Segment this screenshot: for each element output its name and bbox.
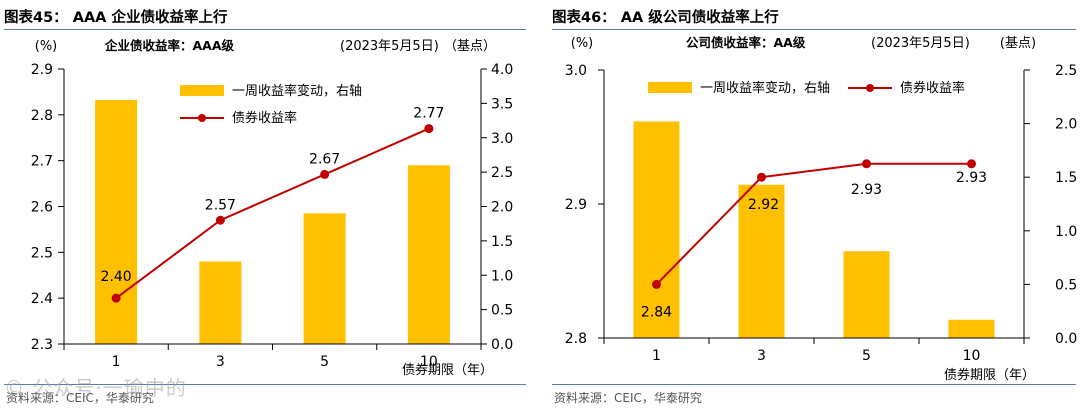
yield-point-10: [967, 159, 976, 169]
legend-bar-label: 一周收益率变动，右轴: [232, 83, 362, 99]
yield-data-label: 2.40: [101, 269, 132, 285]
left-tick-label: 2.9: [565, 197, 587, 213]
panel-title: 图表46： AA 级公司债收益率上行: [552, 10, 779, 26]
left-tick-label: 2.3: [31, 337, 53, 353]
legend-line-label: 债券收益率: [232, 110, 297, 126]
right-axis-unit: （基点）: [444, 39, 496, 54]
source-note: 资料来源：CEIC，华泰研究: [554, 391, 702, 405]
yield-line: [655, 162, 972, 286]
left-tick-label: 2.8: [31, 108, 53, 124]
bar-5: [303, 213, 346, 344]
chart-date: (2023年5月5日): [340, 39, 439, 54]
source-rule: [552, 384, 1076, 385]
right-tick-label: 0.5: [491, 303, 513, 319]
right-tick-label: 1.0: [1055, 224, 1077, 240]
legend-bar-swatch: [180, 85, 224, 96]
bar-1: [633, 121, 680, 339]
right-tick-label: 4.0: [491, 62, 513, 78]
chart-svg: (%) 公司债收益率：AA级 (2023年5月5日) (基点) 2.8 2.9 3.0 0.0…: [565, 35, 1078, 383]
yield-point-1: [111, 293, 121, 303]
chart-date: (2023年5月5日): [871, 36, 970, 51]
left-tick-label: 3.0: [565, 63, 587, 79]
chart-title: 企业债收益率：AAA级: [104, 38, 235, 53]
right-tick-label: 2.5: [1055, 63, 1077, 79]
legend-line-marker: [866, 84, 874, 92]
title-rule: [552, 29, 1076, 30]
x-tick-label-3: 3: [216, 354, 225, 370]
x-axis-title: 债券期限（年）: [402, 362, 493, 378]
bar-3: [738, 184, 785, 338]
yield-point-5: [320, 169, 330, 179]
left-tick-label: 2.7: [31, 154, 53, 170]
right-tick-label: 1.0: [491, 268, 513, 284]
source-note: 资料来源：CEIC，华泰研究: [6, 391, 154, 405]
x-tick-label-10: 10: [963, 348, 981, 364]
left-tick-label: 2.6: [31, 200, 53, 216]
right-axis-unit: (基点): [1000, 36, 1036, 51]
yield-point-1: [652, 279, 661, 289]
bar-5: [843, 251, 890, 338]
yield-data-label: 2.93: [956, 170, 987, 186]
title-rule: [4, 29, 526, 30]
right-tick-label: 0.5: [1055, 277, 1077, 293]
yield-data-label: 2.67: [309, 151, 340, 167]
x-tick-label-1: 1: [112, 354, 121, 370]
yield-data-label: 2.92: [748, 197, 779, 213]
right-tick-label: 2.0: [491, 200, 513, 216]
yield-data-label: 2.57: [205, 197, 236, 213]
yield-point-3: [215, 215, 225, 225]
x-axis-title: 债券期限（年）: [944, 367, 1035, 383]
yield-line: [115, 127, 430, 299]
left-axis-unit: (%): [571, 36, 594, 51]
right-tick-label: 3.5: [491, 96, 513, 112]
chart-title: 公司债收益率：AA级: [686, 35, 806, 50]
right-tick-label: 1.5: [491, 234, 513, 250]
legend-bar-label: 一周收益率变动，右轴: [700, 80, 830, 96]
left-tick-label: 2.5: [31, 245, 53, 261]
legend-bar-swatch: [648, 82, 692, 93]
x-tick-label-1: 1: [652, 348, 661, 364]
yield-data-label: 2.77: [413, 106, 444, 122]
right-tick-label: 0.0: [1055, 331, 1077, 347]
yield-point-10: [424, 124, 434, 134]
yield-data-label: 2.84: [641, 304, 672, 320]
left-tick-label: 2.8: [565, 331, 587, 347]
right-tick-label: 2.0: [1055, 117, 1077, 133]
legend-line-label: 债券收益率: [900, 80, 965, 96]
x-tick-label-5: 5: [862, 348, 871, 364]
bar-10: [948, 319, 995, 338]
right-tick-label: 0.0: [491, 337, 513, 353]
right-tick-label: 1.5: [1055, 170, 1077, 186]
left-axis-unit: (%): [35, 39, 58, 54]
yield-point-3: [757, 172, 766, 182]
left-tick-label: 2.4: [31, 291, 53, 307]
yield-data-label: 2.93: [851, 182, 882, 198]
watermark: © 公众号·一瑜中的: [4, 376, 187, 400]
x-tick-label-5: 5: [320, 354, 329, 370]
x-tick-label-3: 3: [757, 348, 766, 364]
bar-1: [95, 99, 138, 344]
right-tick-label: 2.5: [491, 165, 513, 181]
bar-3: [199, 261, 242, 344]
x-tick-label-10: 10: [420, 354, 438, 370]
left-tick-label: 2.9: [31, 62, 53, 78]
legend-line-marker: [198, 114, 206, 122]
panel-title: 图表45： AAA 企业债收益率上行: [4, 10, 228, 26]
bar-10: [407, 165, 450, 344]
yield-point-5: [862, 159, 871, 169]
chart-panel-aa-corporate-bond: 图表46： AA 级公司债收益率上行 (%) 公司债收益率：AA级 (2023年5月…: [548, 0, 1080, 410]
chart-svg: (%) 企业债收益率：AAA级 (2023年5月5日) （基点） 2.3 2.4 2.5 2.…: [31, 38, 514, 378]
chart-panel-aaa-enterprise-bond: 图表45： AAA 企业债收益率上行 (%) 企业债收益率：AAA级 (2023年5…: [0, 0, 530, 410]
right-tick-label: 3.0: [491, 131, 513, 147]
source-rule: [4, 384, 526, 385]
